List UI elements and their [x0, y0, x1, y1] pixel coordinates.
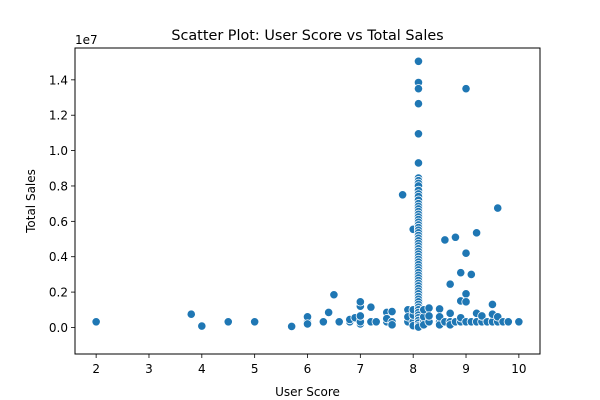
- x-tick-label: 9: [462, 362, 470, 376]
- x-tick-label: 6: [304, 362, 312, 376]
- scatter-point: [355, 297, 365, 307]
- scatter-point: [413, 129, 424, 139]
- scatter-point: [477, 311, 487, 321]
- scatter-point: [250, 317, 260, 327]
- scatter-point: [461, 84, 471, 94]
- scatter-point: [413, 158, 424, 168]
- scatter-point: [424, 303, 434, 313]
- y-tick-label: 1.2: [49, 109, 68, 123]
- scatter-point: [366, 302, 376, 312]
- scatter-point: [318, 317, 328, 327]
- scatter-point: [503, 317, 513, 327]
- x-tick-label: 3: [145, 362, 153, 376]
- scatter-point: [186, 309, 196, 319]
- scatter-point: [197, 321, 207, 331]
- scatter-point: [387, 320, 397, 330]
- x-axis-ticks: 2 3 4 5 6 7 8 9 10: [92, 354, 527, 376]
- scatter-point: [324, 307, 334, 318]
- x-axis-label: User Score: [275, 385, 340, 399]
- scatter-point: [440, 235, 450, 245]
- y-tick-label: 0.0: [49, 321, 68, 335]
- scatter-point: [413, 56, 424, 66]
- scatter-point: [91, 317, 101, 327]
- x-tick-label: 8: [409, 362, 417, 376]
- scatter-point: [466, 269, 476, 279]
- x-tick-label: 7: [357, 362, 365, 376]
- scatter-point: [355, 311, 365, 321]
- y-tick-label: 0.2: [49, 286, 68, 300]
- scatter-point: [445, 308, 455, 318]
- data-points: [91, 56, 524, 332]
- scatter-point: [461, 289, 471, 299]
- y-axis-ticks: 0.0 0.2 0.4 0.6 0.8 1.0 1.2 1.4: [49, 73, 75, 335]
- scatter-point: [424, 311, 434, 321]
- scatter-point: [413, 99, 424, 109]
- y-axis-offset-text: 1e7: [75, 33, 98, 47]
- scatter-point: [487, 299, 498, 310]
- scatter-point: [387, 306, 397, 317]
- scatter-point: [461, 248, 471, 258]
- y-tick-label: 0.4: [49, 250, 68, 264]
- scatter-point: [471, 228, 482, 238]
- y-axis-label: Total Sales: [24, 169, 38, 234]
- scatter-point: [434, 304, 445, 314]
- scatter-point: [334, 317, 344, 327]
- scatter-point: [329, 290, 339, 300]
- scatter-point: [287, 321, 297, 332]
- y-tick-label: 0.8: [49, 179, 68, 193]
- chart-title: Scatter Plot: User Score vs Total Sales: [171, 28, 443, 44]
- x-tick-label: 2: [92, 362, 100, 376]
- scatter-point: [450, 232, 461, 242]
- scatter-point: [413, 84, 424, 94]
- scatter-point: [398, 190, 408, 200]
- y-tick-label: 1.0: [49, 144, 68, 158]
- scatter-point: [302, 319, 313, 329]
- scatter-point: [493, 203, 503, 213]
- scatter-point: [461, 297, 471, 307]
- x-tick-label: 5: [251, 362, 259, 376]
- scatter-point: [371, 317, 381, 327]
- y-tick-label: 1.4: [49, 73, 68, 87]
- scatter-point: [514, 317, 524, 327]
- x-tick-label: 4: [198, 362, 206, 376]
- x-tick-label: 10: [511, 362, 526, 376]
- y-tick-label: 0.6: [49, 215, 68, 229]
- scatter-point: [456, 268, 466, 278]
- scatter-point: [445, 279, 455, 289]
- scatter-point: [223, 317, 233, 327]
